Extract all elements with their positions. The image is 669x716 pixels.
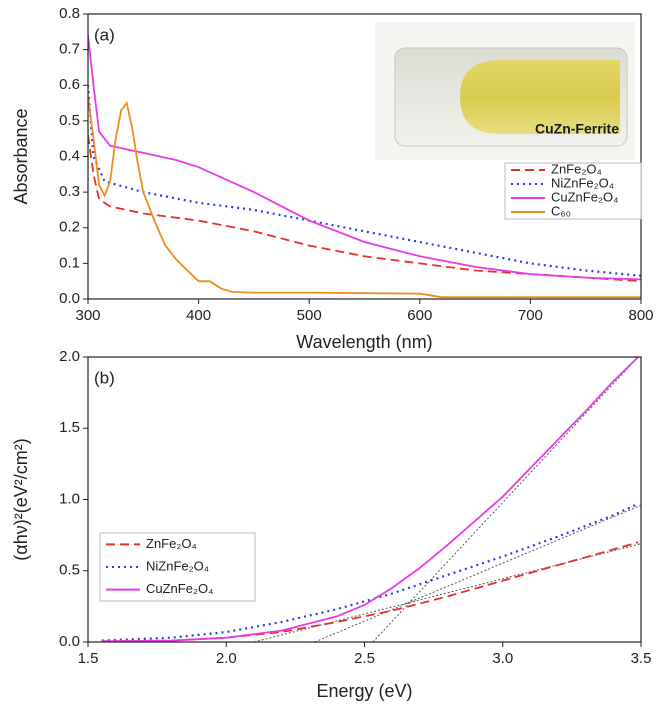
y-tick-label: 0.7 — [59, 41, 80, 58]
legend-label: NiZnFe₂O₄ — [551, 175, 614, 190]
inset-photo: CuZn-Ferrite — [375, 22, 635, 160]
legend-box — [504, 162, 642, 220]
y-tick-label: 0.0 — [59, 290, 80, 307]
series-line — [88, 95, 641, 299]
series-line — [101, 357, 639, 642]
x-tick-label: 700 — [518, 307, 543, 324]
x-tick-label: 3.0 — [492, 650, 513, 667]
legend-label: CuZnFe₂O₄ — [551, 189, 618, 204]
y-tick-label: 0.8 — [59, 5, 80, 22]
legend-label: ZnFe₂O₄ — [551, 161, 602, 176]
x-tick-label: 500 — [297, 307, 322, 324]
legend-label: CuZnFe₂O₄ — [146, 581, 213, 596]
x-axis-label: Energy (eV) — [316, 681, 412, 701]
x-tick-label: 400 — [186, 307, 211, 324]
y-tick-label: 0.2 — [59, 219, 80, 236]
y-axis-label: (αhν)²(eV²/cm²) — [11, 438, 31, 560]
x-tick-label: 2.5 — [354, 650, 375, 667]
series-line — [88, 35, 641, 281]
x-tick-label: 600 — [407, 307, 432, 324]
y-tick-label: 0.5 — [59, 562, 80, 579]
y-tick-label: 2.0 — [59, 348, 80, 365]
plot-frame — [87, 356, 642, 643]
series-line — [101, 502, 639, 642]
x-axis-label: Wavelength (nm) — [296, 332, 432, 352]
y-tick-label: 1.5 — [59, 419, 80, 436]
x-tick-label: 300 — [75, 307, 100, 324]
tangent-line — [314, 504, 641, 642]
x-tick-label: 3.5 — [631, 650, 652, 667]
panel-label: (b) — [94, 368, 115, 387]
y-tick-label: 0.1 — [59, 254, 80, 271]
y-tick-label: 0.6 — [59, 76, 80, 93]
y-tick-label: 0.0 — [59, 633, 80, 650]
y-tick-label: 1.0 — [59, 490, 80, 507]
inset-label: CuZn-Ferrite — [535, 121, 619, 137]
plot-frame — [87, 13, 642, 300]
y-axis-label: Absorbance — [11, 108, 31, 204]
y-tick-label: 0.3 — [59, 183, 80, 200]
legend-label: ZnFe₂O₄ — [146, 536, 197, 551]
legend-label: NiZnFe₂O₄ — [146, 558, 209, 573]
x-tick-label: 2.0 — [216, 650, 237, 667]
legend-label: C₆₀ — [551, 203, 571, 218]
y-tick-label: 0.5 — [59, 112, 80, 129]
x-tick-label: 800 — [628, 307, 653, 324]
panel-label: (a) — [94, 25, 115, 44]
y-tick-label: 0.4 — [59, 147, 80, 164]
tangent-line — [372, 357, 639, 642]
x-tick-label: 1.5 — [78, 650, 99, 667]
liquid — [460, 60, 620, 134]
